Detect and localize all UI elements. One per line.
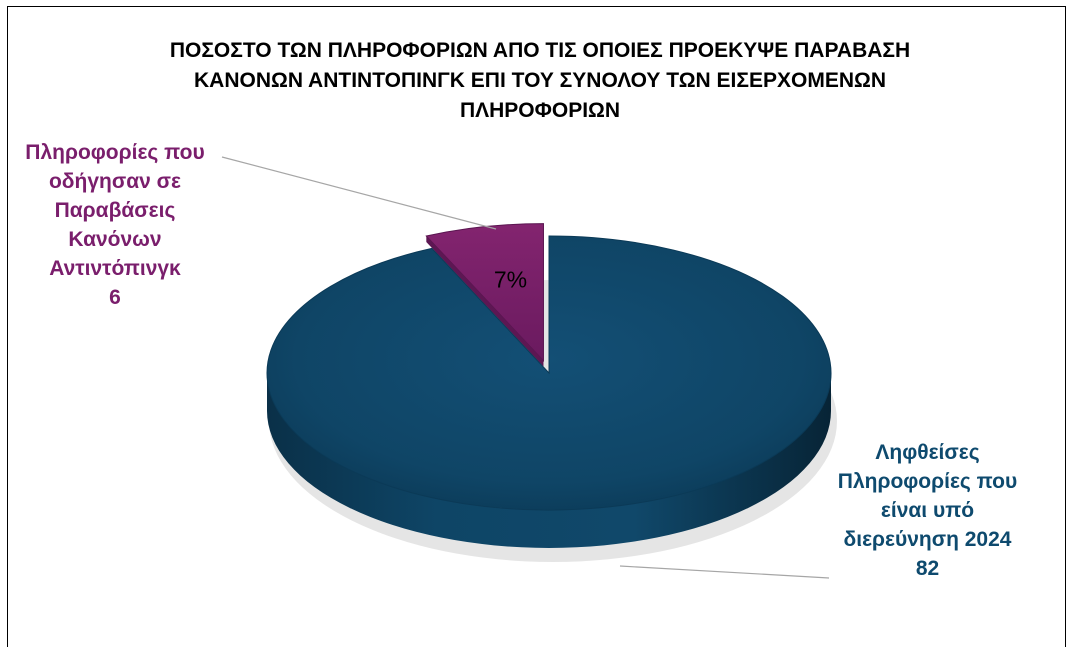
leader-line-violations [221, 156, 497, 230]
slice-label-line: Πληροφορίες που [837, 470, 1018, 493]
percent-data-label: 7% [494, 267, 527, 293]
slice-label-line: Κανόνων [68, 228, 162, 251]
slice-label-line: είναι υπό [880, 499, 975, 522]
slice-label-line: διερεύνηση 2024 [843, 528, 1012, 551]
slice-label-line: Αντιντόπινγκ [49, 257, 181, 280]
slice-label-value: 6 [109, 286, 121, 309]
slice-label-under-investigation: Ληφθείσες Πληροφορίες που είναι υπό διερ… [815, 438, 1040, 583]
slice-label-line: Πληροφορίες που [25, 141, 205, 164]
chart-title-line: ΠΛΗΡΟΦΟΡΙΩΝ [459, 99, 621, 122]
chart-title: ΠΟΣΟΣΤΟ ΤΩΝ ΠΛΗΡΟΦΟΡΙΩΝ ΑΠΟ ΤΙΣ ΟΠΟΙΕΣ Π… [40, 36, 1040, 126]
pie-slice-side [267, 373, 831, 548]
slice-label-value: 82 [915, 557, 940, 580]
slice-label-line: Παραβάσεις [54, 199, 176, 222]
pie-slice-side [426, 236, 544, 367]
slice-label-violations: Πληροφορίες που οδήγησαν σε Παραβάσεις Κ… [10, 138, 220, 312]
slice-label-line: οδήγησαν σε [48, 170, 182, 193]
leader-line-under-investigation [619, 565, 830, 579]
chart-title-line: ΚΑΝΟΝΩΝ ΑΝΤΙΝΤΟΠΙΝΓΚ ΕΠΙ ΤΟΥ ΣΥΝΟΛΟΥ ΤΩΝ… [194, 69, 886, 92]
pie-slice [266, 235, 832, 511]
chart-title-line: ΠΟΣΟΣΤΟ ΤΩΝ ΠΛΗΡΟΦΟΡΙΩΝ ΑΠΟ ΤΙΣ ΟΠΟΙΕΣ Π… [169, 39, 911, 62]
slice-label-line: Ληφθείσες [875, 441, 980, 464]
pie-slice [425, 223, 544, 362]
chart-frame [7, 6, 1066, 647]
